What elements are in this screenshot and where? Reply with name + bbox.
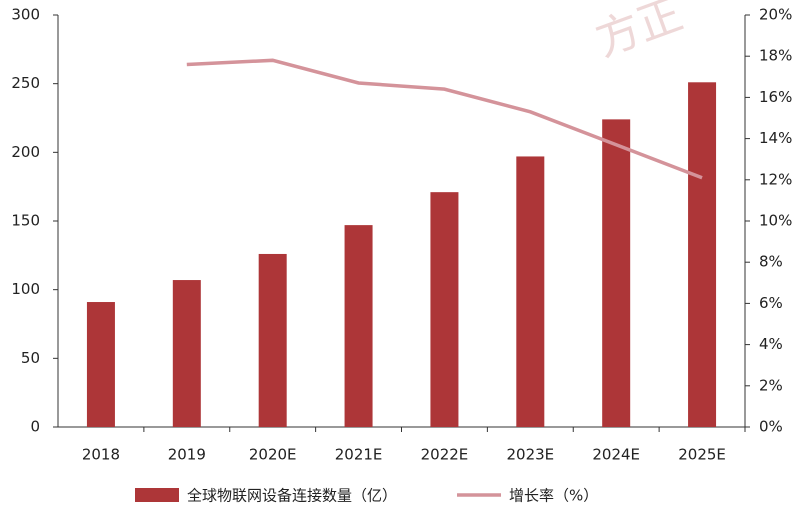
x-tick-label: 2019 [168, 446, 206, 464]
y2-tick-label: 2% [759, 376, 783, 394]
y2-tick-label: 14% [759, 129, 792, 147]
y2-tick-label: 8% [759, 253, 783, 271]
y-tick-label: 250 [11, 74, 40, 92]
x-tick-label: 2022E [421, 446, 469, 464]
y-tick-label: 150 [11, 212, 40, 230]
x-tick-label: 2023E [506, 446, 554, 464]
bar [172, 280, 201, 427]
y-tick-label: 50 [21, 349, 40, 367]
y2-tick-label: 4% [759, 335, 783, 353]
y2-tick-label: 10% [759, 212, 792, 230]
y-tick-label: 200 [11, 143, 40, 161]
bar [602, 119, 631, 427]
y2-tick-label: 12% [759, 170, 792, 188]
bar [344, 225, 373, 427]
x-tick-label: 2025E [678, 446, 726, 464]
bar [516, 156, 545, 427]
x-tick-label: 2020E [249, 446, 297, 464]
x-tick-label: 2018 [82, 446, 120, 464]
x-tick-label: 2021E [335, 446, 383, 464]
y-tick-label: 300 [11, 6, 40, 24]
y2-tick-label: 6% [759, 294, 783, 312]
y2-tick-label: 20% [759, 6, 792, 24]
y-tick-label: 0 [30, 418, 40, 436]
bar [86, 302, 115, 427]
y2-tick-label: 0% [759, 418, 783, 436]
y-tick-label: 100 [11, 280, 40, 298]
watermark: 方正 [589, 0, 689, 67]
y2-tick-label: 16% [759, 88, 792, 106]
legend-label: 全球物联网设备连接数量（亿） [187, 487, 397, 505]
legend-swatch [135, 488, 179, 502]
legend-label: 增长率（%） [509, 487, 598, 505]
line [186, 58, 703, 180]
x-tick-label: 2024E [592, 446, 640, 464]
bar [258, 253, 287, 427]
bar [430, 192, 459, 427]
bar [688, 82, 717, 427]
y2-tick-label: 18% [759, 47, 792, 65]
